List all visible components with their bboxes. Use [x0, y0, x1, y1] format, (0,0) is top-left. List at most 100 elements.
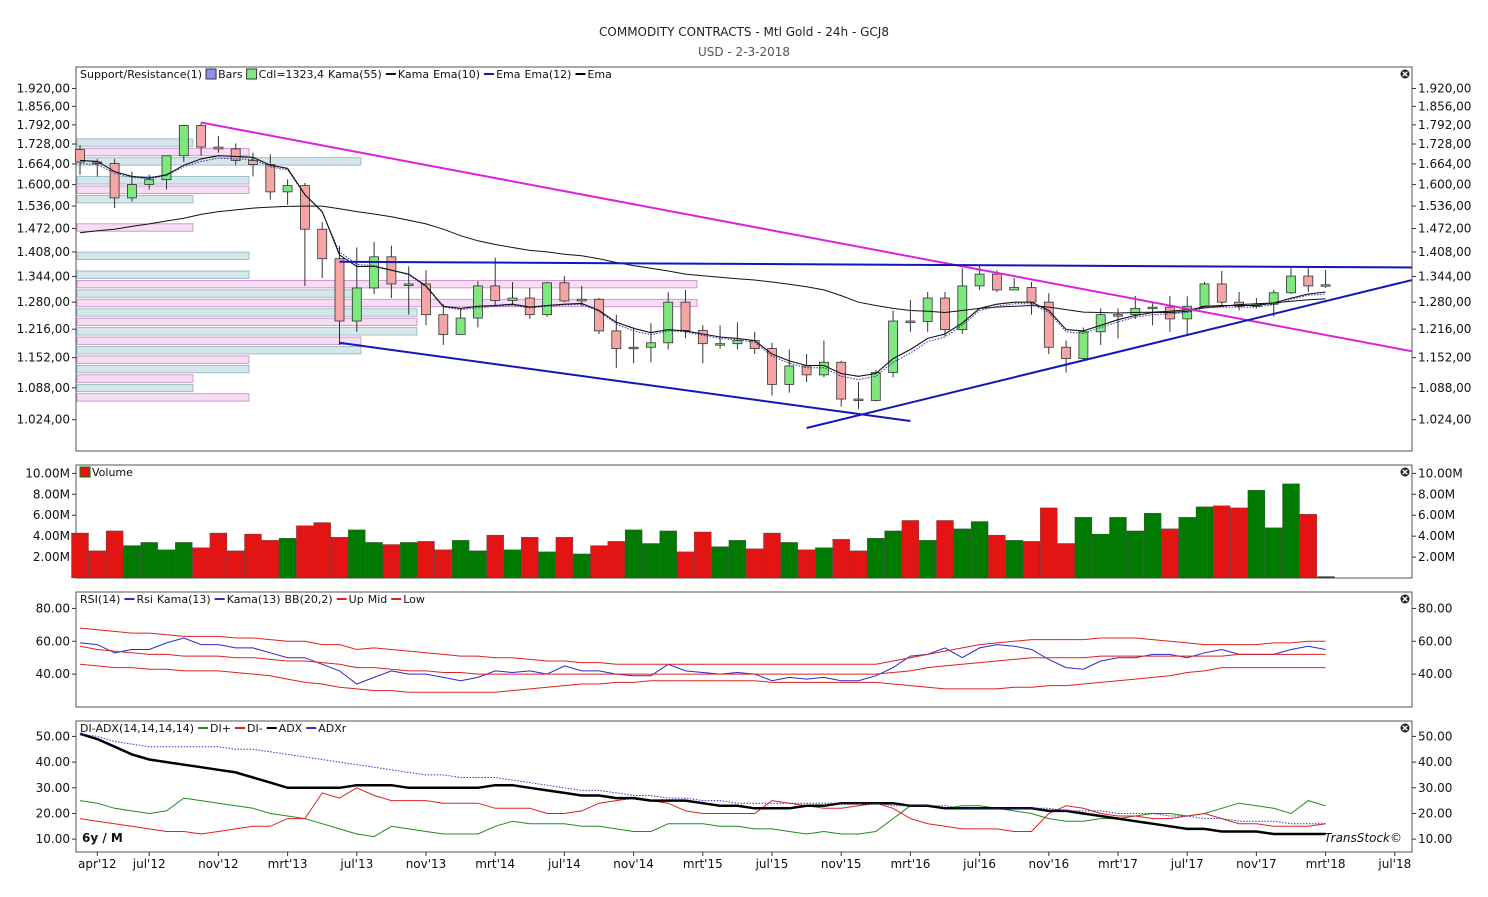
watermark: TransStock© — [1324, 831, 1402, 845]
volume-bar-up — [538, 551, 556, 579]
di-adx-series-adxr — [79, 733, 1326, 825]
volume-bar-up — [728, 540, 747, 579]
candle-up — [1286, 275, 1296, 294]
rsi-series-up — [79, 627, 1326, 665]
x-tick-label: mrt'14 — [475, 857, 515, 871]
candle-up — [1320, 284, 1331, 287]
price-ytick-right-8: 1.408,00 — [1418, 245, 1471, 259]
pane-close-icon-2[interactable] — [1400, 467, 1410, 477]
pane-close-icon-4[interactable] — [1400, 723, 1410, 733]
pane-close-icon-1[interactable] — [1400, 69, 1410, 79]
trendline-magenta — [200, 121, 1413, 353]
volume-bar-up — [1074, 517, 1093, 579]
candle-up — [1199, 283, 1210, 307]
di-adx-series-adx — [79, 732, 1326, 836]
di-adx-ytick-left-1: 40.00 — [36, 755, 70, 769]
support-resistance-bar — [76, 383, 194, 393]
volume-bar-down — [607, 541, 625, 579]
support-resistance-bar — [76, 185, 250, 194]
x-tick-label: jul'18 — [1377, 857, 1411, 871]
volume-bar-down — [486, 534, 504, 579]
x-tick-label: apr'12 — [78, 857, 116, 871]
price-legend-label-8: Ema — [587, 68, 611, 81]
price-ytick-left-8: 1.408,00 — [17, 245, 70, 259]
support-resistance-bar — [76, 336, 362, 345]
candle-up — [576, 298, 587, 302]
candle-down — [317, 228, 328, 260]
candle-up — [646, 342, 656, 348]
volume-ytick-right-3: 4.00M — [1418, 529, 1455, 543]
candle-down — [1061, 346, 1071, 359]
volume-bar-down — [832, 539, 850, 579]
price-ytick-right-13: 1.088,00 — [1418, 381, 1471, 395]
candle-up — [715, 343, 725, 346]
price-ytick-left-6: 1.536,00 — [17, 199, 70, 213]
candle-up — [784, 365, 795, 385]
price-ytick-left-11: 1.216,00 — [17, 322, 70, 336]
candle-up — [369, 256, 380, 289]
rsi-legend-label-2: Kama(13) — [157, 593, 211, 606]
candle-up — [888, 320, 898, 373]
di-adx-ytick-right-2: 30.00 — [1418, 781, 1452, 795]
support-resistance-bar — [76, 289, 362, 298]
price-ytick-right-11: 1.216,00 — [1418, 322, 1471, 336]
candle-up — [455, 317, 466, 335]
volume-bar-down — [88, 550, 106, 579]
price-ytick-right-3: 1.728,00 — [1418, 137, 1471, 151]
price-ytick-left-13: 1.088,00 — [17, 381, 70, 395]
volume-bar-down — [1040, 507, 1058, 579]
x-tick-label: nov'14 — [613, 857, 654, 871]
x-tick-label: jul'12 — [132, 857, 166, 871]
volume-bar-down — [590, 545, 608, 579]
volume-ytick-right-2: 6.00M — [1418, 508, 1455, 522]
candle-down — [248, 160, 258, 165]
pane-frame-3 — [75, 591, 1413, 708]
volume-bar-down — [988, 534, 1006, 579]
price-ytick-left-1: 1.856,00 — [17, 99, 70, 113]
price-legend-label-1: Bars — [218, 68, 243, 81]
price-legend-label-5: Ema(10) — [433, 68, 480, 81]
price-legend-label-6: Ema — [496, 68, 520, 81]
candle-up — [542, 282, 552, 316]
volume-bar-up — [1265, 527, 1283, 579]
volume-legend-label-0: Volume — [92, 466, 133, 479]
volume-bar-up — [573, 553, 591, 579]
volume-ytick-left-3: 4.00M — [33, 529, 70, 543]
volume-bar-up — [659, 530, 677, 579]
x-tick-label: jul'15 — [755, 857, 789, 871]
x-tick-label: mrt'13 — [268, 857, 308, 871]
pane-frame-4 — [75, 720, 1413, 853]
volume-ytick-left-1: 8.00M — [33, 487, 70, 501]
candle-down — [801, 365, 812, 376]
pane-close-icon-3[interactable] — [1400, 594, 1410, 604]
candle-down — [1216, 283, 1227, 303]
candle-up — [974, 273, 985, 287]
volume-bar-up — [1282, 483, 1300, 579]
kama10-line — [79, 155, 1326, 377]
x-tick-label: mrt'17 — [1098, 857, 1138, 871]
trendline-blue-up — [806, 279, 1413, 430]
rsi-series-mid — [79, 645, 1326, 675]
candle-up — [127, 184, 137, 199]
price-legend-label-4: Kama — [398, 68, 429, 81]
volume-bar-up — [175, 542, 193, 579]
close-icon-cross — [1402, 469, 1408, 475]
candle-up — [732, 340, 743, 345]
volume-ytick-left-0: 10.00M — [25, 466, 70, 480]
price-ytick-right-10: 1.280,00 — [1418, 295, 1471, 309]
close-icon-cross — [1402, 71, 1408, 77]
candle-up — [957, 285, 968, 331]
price-legend-swatch-2 — [246, 68, 258, 80]
support-resistance-bar — [76, 364, 250, 374]
candle-down — [421, 283, 431, 316]
timeframe-selector[interactable]: 6y / M — [82, 831, 123, 845]
volume-bar-down — [694, 531, 712, 579]
volume-bar-up — [884, 530, 902, 579]
volume-bar-down — [936, 520, 954, 579]
price-ytick-right-12: 1.152,00 — [1418, 351, 1471, 365]
volume-bar-down — [797, 549, 816, 579]
volume-bar-down — [1213, 505, 1231, 579]
volume-bar-up — [711, 546, 729, 579]
